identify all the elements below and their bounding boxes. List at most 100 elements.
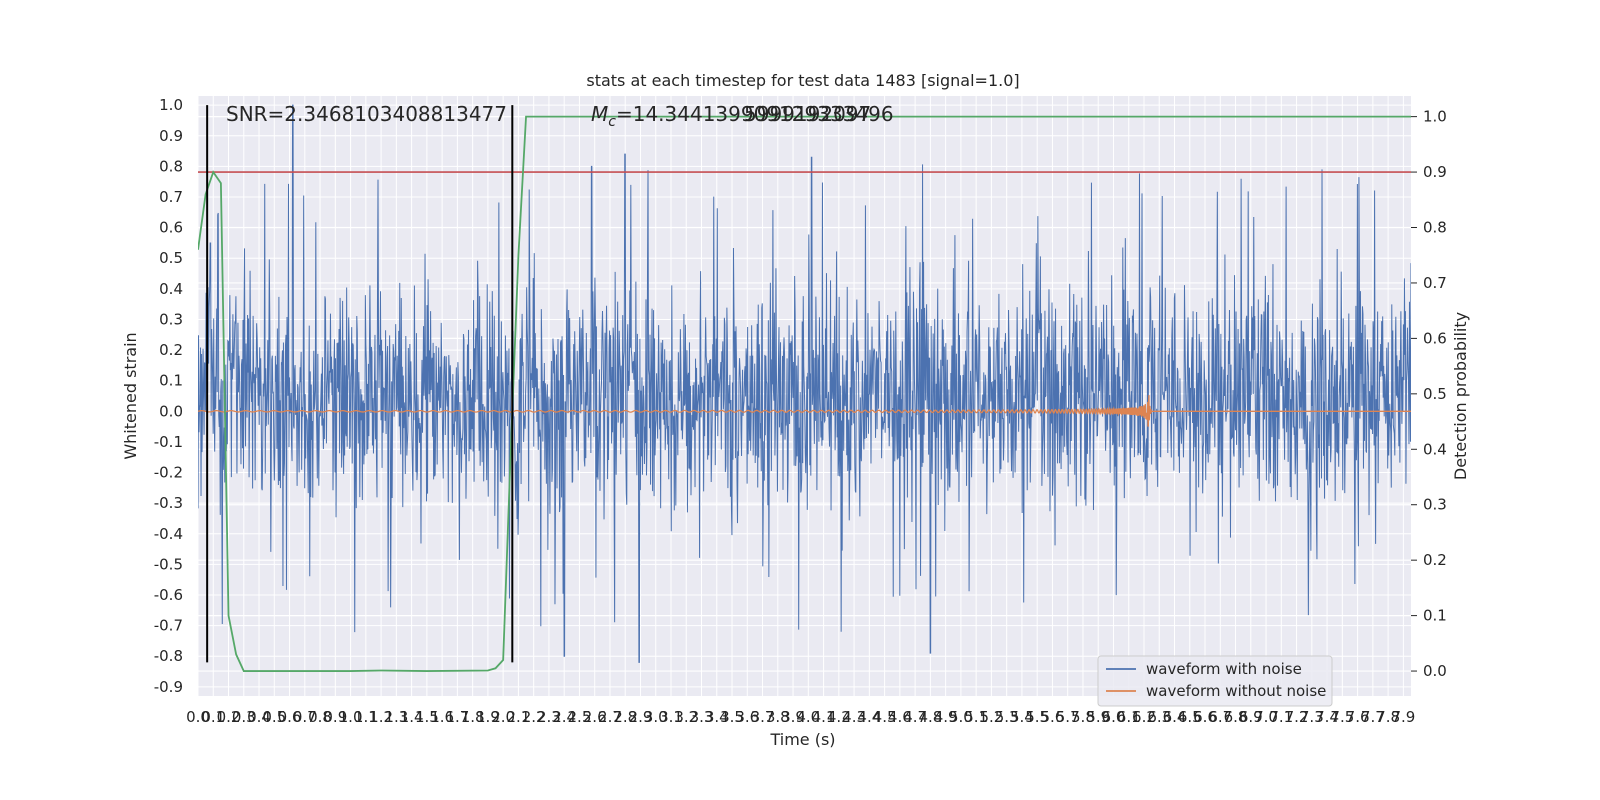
y-tick-label: 0.2 bbox=[159, 341, 183, 359]
x-tick-label: 6.7 bbox=[1208, 708, 1232, 726]
x-tick-label: 3.3 bbox=[690, 708, 714, 726]
x-tick-label: 7.1 bbox=[1269, 708, 1293, 726]
x-tick-label: 7.8 bbox=[1376, 708, 1400, 726]
x-tick-label: 6.4 bbox=[1163, 708, 1187, 726]
x-tick-label: 4.5 bbox=[873, 708, 897, 726]
x-tick-label: 1.5 bbox=[415, 708, 439, 726]
y-tick-label: -0.2 bbox=[154, 464, 183, 482]
chirp-mass-value: =14.344139909129333496 bbox=[616, 102, 894, 126]
legend-label-noise: waveform with noise bbox=[1146, 660, 1302, 678]
series-waveform-without-noise bbox=[198, 395, 1411, 427]
y-axis-label: Whitened strain bbox=[121, 332, 140, 459]
x-tick-label: 6.8 bbox=[1224, 708, 1248, 726]
y2-tick-label: 0.5 bbox=[1423, 385, 1447, 403]
x-tick-label: 5.2 bbox=[979, 708, 1003, 726]
x-tick-label: 7.9 bbox=[1391, 708, 1415, 726]
y2-tick-label: 0.6 bbox=[1423, 329, 1447, 347]
y-tick-label: 0.3 bbox=[159, 310, 183, 328]
x-tick-label: 0.3 bbox=[232, 708, 256, 726]
x-tick-label: 7.0 bbox=[1254, 708, 1278, 726]
x-tick-label: 0.5 bbox=[262, 708, 286, 726]
x-tick-label: 1.6 bbox=[430, 708, 454, 726]
x-tick-label: 4.6 bbox=[888, 708, 912, 726]
x-tick-label: 5.7 bbox=[1056, 708, 1080, 726]
x-tick-label: 3.9 bbox=[781, 708, 805, 726]
y-tick-label: -0.8 bbox=[154, 647, 183, 665]
x-tick-label: 3.1 bbox=[659, 708, 683, 726]
x-tick-label: 7.4 bbox=[1315, 708, 1339, 726]
x-tick-label: 6.2 bbox=[1132, 708, 1156, 726]
y-tick-label: -0.9 bbox=[154, 678, 183, 696]
y-tick-label: 0.0 bbox=[159, 402, 183, 420]
y2-tick-label: 0.0 bbox=[1423, 662, 1447, 680]
y-tick-label: -0.5 bbox=[154, 555, 183, 573]
x-tick-label: 4.2 bbox=[827, 708, 851, 726]
x-tick-label: 7.3 bbox=[1300, 708, 1324, 726]
detection-window-lines bbox=[206, 105, 514, 663]
x-tick-label: 1.0 bbox=[339, 708, 363, 726]
y-tick-label: 0.7 bbox=[159, 188, 183, 206]
y2-tick-label: 0.9 bbox=[1423, 163, 1447, 181]
x-tick-label: 2.5 bbox=[568, 708, 592, 726]
x-tick-label: 2.4 bbox=[552, 708, 576, 726]
y-tick-label: -0.4 bbox=[154, 525, 183, 543]
x-tick-label: 7.2 bbox=[1285, 708, 1309, 726]
x-tick-labels: 0.00.10.20.30.40.50.60.70.80.91.01.11.21… bbox=[186, 708, 1415, 726]
x-tick-label: 7.7 bbox=[1361, 708, 1385, 726]
x-tick-label: 5.0 bbox=[949, 708, 973, 726]
y2-tick-label: 0.4 bbox=[1423, 440, 1447, 458]
x-tick-label: 6.0 bbox=[1102, 708, 1126, 726]
x-tick-label: 0.7 bbox=[293, 708, 317, 726]
chirp-mass-annotation: Mc=14.344139909129333496 bbox=[591, 102, 894, 130]
x-tick-label: 1.2 bbox=[369, 708, 393, 726]
x-tick-label: 0.4 bbox=[247, 708, 271, 726]
x-tick-label: 5.1 bbox=[964, 708, 988, 726]
x-tick-label: 0.6 bbox=[278, 708, 302, 726]
y2-tick-label: 0.3 bbox=[1423, 496, 1447, 514]
x-tick-label: 5.4 bbox=[1010, 708, 1034, 726]
chart-title: stats at each timestep for test data 148… bbox=[586, 71, 1019, 90]
y2-tick-label: 1.0 bbox=[1423, 108, 1447, 126]
x-tick-label: 6.9 bbox=[1239, 708, 1263, 726]
x-tick-label: 2.0 bbox=[491, 708, 515, 726]
y2-tick-labels: 0.0 0.1 0.2 0.3 0.4 0.5 0.6 0.7 0.8 0.9 1.0 bbox=[1423, 108, 1447, 680]
x-tick-label: 6.6 bbox=[1193, 708, 1217, 726]
x-tick-label: 3.4 bbox=[705, 708, 729, 726]
x-tick-label: 5.8 bbox=[1071, 708, 1095, 726]
chirp-mass-subscript: c bbox=[608, 114, 616, 130]
x-tick-label: 5.9 bbox=[1086, 708, 1110, 726]
x-tick-label: 1.4 bbox=[400, 708, 424, 726]
x-tick-label: 1.9 bbox=[476, 708, 500, 726]
y-tick-label: 0.6 bbox=[159, 219, 183, 237]
y-tick-label: 0.5 bbox=[159, 249, 183, 267]
x-axis-label: Time (s) bbox=[769, 730, 835, 749]
x-tick-label: 0.2 bbox=[217, 708, 241, 726]
x-tick-label: 3.8 bbox=[766, 708, 790, 726]
x-tick-label: 3.7 bbox=[751, 708, 775, 726]
x-tick-label: 1.8 bbox=[461, 708, 485, 726]
x-tick-label: 4.3 bbox=[842, 708, 866, 726]
chirp-mass-symbol: M bbox=[591, 102, 608, 126]
x-tick-label: 2.9 bbox=[629, 708, 653, 726]
snr-annotation: SNR=2.3468103408813477 bbox=[226, 102, 507, 126]
x-tick-label: 6.5 bbox=[1178, 708, 1202, 726]
y2-tick-label: 0.1 bbox=[1423, 607, 1447, 625]
x-tick-label: 3.6 bbox=[735, 708, 759, 726]
y-tick-label: 1.0 bbox=[159, 96, 183, 114]
x-tick-label: 6.3 bbox=[1147, 708, 1171, 726]
x-tick-label: 2.1 bbox=[506, 708, 530, 726]
x-tick-label: 7.6 bbox=[1346, 708, 1370, 726]
x-tick-label: 4.0 bbox=[796, 708, 820, 726]
x-tick-label: 0.9 bbox=[323, 708, 347, 726]
x-tick-label: 2.2 bbox=[522, 708, 546, 726]
x-tick-label: 2.6 bbox=[583, 708, 607, 726]
x-tick-label: 4.8 bbox=[918, 708, 942, 726]
x-tick-label: 2.7 bbox=[598, 708, 622, 726]
x-tick-label: 1.1 bbox=[354, 708, 378, 726]
x-tick-label: 2.8 bbox=[613, 708, 637, 726]
y2-tick-label: 0.7 bbox=[1423, 274, 1447, 292]
y-tick-labels: -0.9 -0.8 -0.7 -0.6 -0.5 -0.4 -0.3 -0.2 -0.1 0.0 0… bbox=[154, 96, 183, 696]
series-waveform-with-noise bbox=[198, 104, 1411, 663]
x-tick-label: 4.1 bbox=[812, 708, 836, 726]
x-tick-label: 0.0 bbox=[186, 708, 210, 726]
